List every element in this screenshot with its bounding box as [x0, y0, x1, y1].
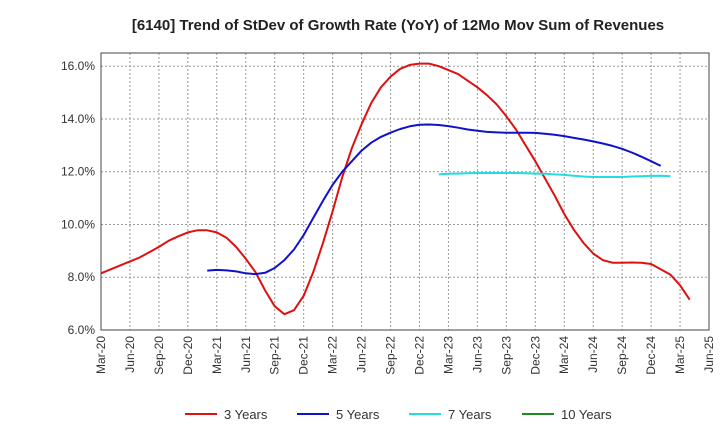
legend-label-10-years: 10 Years	[561, 407, 612, 422]
x-tick-label: Jun-24	[586, 336, 600, 373]
series-line-5-years	[207, 123, 662, 276]
x-tick-label: Dec-21	[297, 336, 311, 375]
plot-area-frame	[100, 52, 710, 331]
x-tick-label: Sep-24	[615, 336, 629, 375]
x-tick-label: Sep-22	[384, 336, 398, 375]
y-tick-label: 6.0%	[68, 323, 96, 337]
y-tick-label: 14.0%	[61, 112, 95, 126]
x-tick-label: Dec-24	[644, 336, 658, 375]
x-tick-label: Sep-21	[268, 336, 282, 375]
y-tick-label: 8.0%	[68, 270, 96, 284]
series-line-3-years	[100, 62, 691, 316]
x-tick-label: Mar-20	[94, 336, 108, 374]
chart-title: [6140] Trend of StDev of Growth Rate (Yo…	[132, 17, 664, 34]
grid	[100, 53, 710, 331]
x-tick-label: Sep-20	[152, 336, 166, 375]
legend-label-7-years: 7 Years	[448, 407, 492, 422]
x-tick-label: Mar-24	[557, 336, 571, 374]
x-tick-label: Dec-20	[181, 336, 195, 375]
x-tick-label: Sep-23	[499, 336, 513, 375]
x-tick-label: Jun-22	[355, 336, 369, 373]
y-axis: 6.0% 8.0% 10.0% 12.0% 14.0% 16.0%	[61, 59, 95, 337]
series-line-7-years	[438, 172, 671, 178]
y-tick-label: 16.0%	[61, 59, 95, 73]
x-tick-label: Jun-20	[123, 336, 137, 373]
y-tick-label: 10.0%	[61, 217, 95, 231]
x-tick-label: Jun-21	[239, 336, 253, 373]
legend: 3 Years 5 Years 7 Years 10 Years	[185, 407, 612, 422]
x-tick-label: Mar-25	[673, 336, 687, 374]
x-tick-label: Dec-23	[528, 336, 542, 375]
x-tick-label: Mar-22	[326, 336, 340, 374]
x-tick-label: Dec-22	[412, 336, 426, 375]
x-tick-label: Jun-25	[702, 336, 716, 373]
legend-label-5-years: 5 Years	[336, 407, 380, 422]
x-tick-label: Jun-23	[470, 336, 484, 373]
x-tick-label: Mar-23	[441, 336, 455, 374]
x-axis: Mar-20 Jun-20 Sep-20 Dec-20 Mar-21 Jun-21 Sep-…	[94, 336, 716, 375]
legend-label-3-years: 3 Years	[224, 407, 268, 422]
y-tick-label: 12.0%	[61, 165, 95, 179]
series-lines	[100, 62, 691, 316]
x-tick-label: Mar-21	[210, 336, 224, 374]
